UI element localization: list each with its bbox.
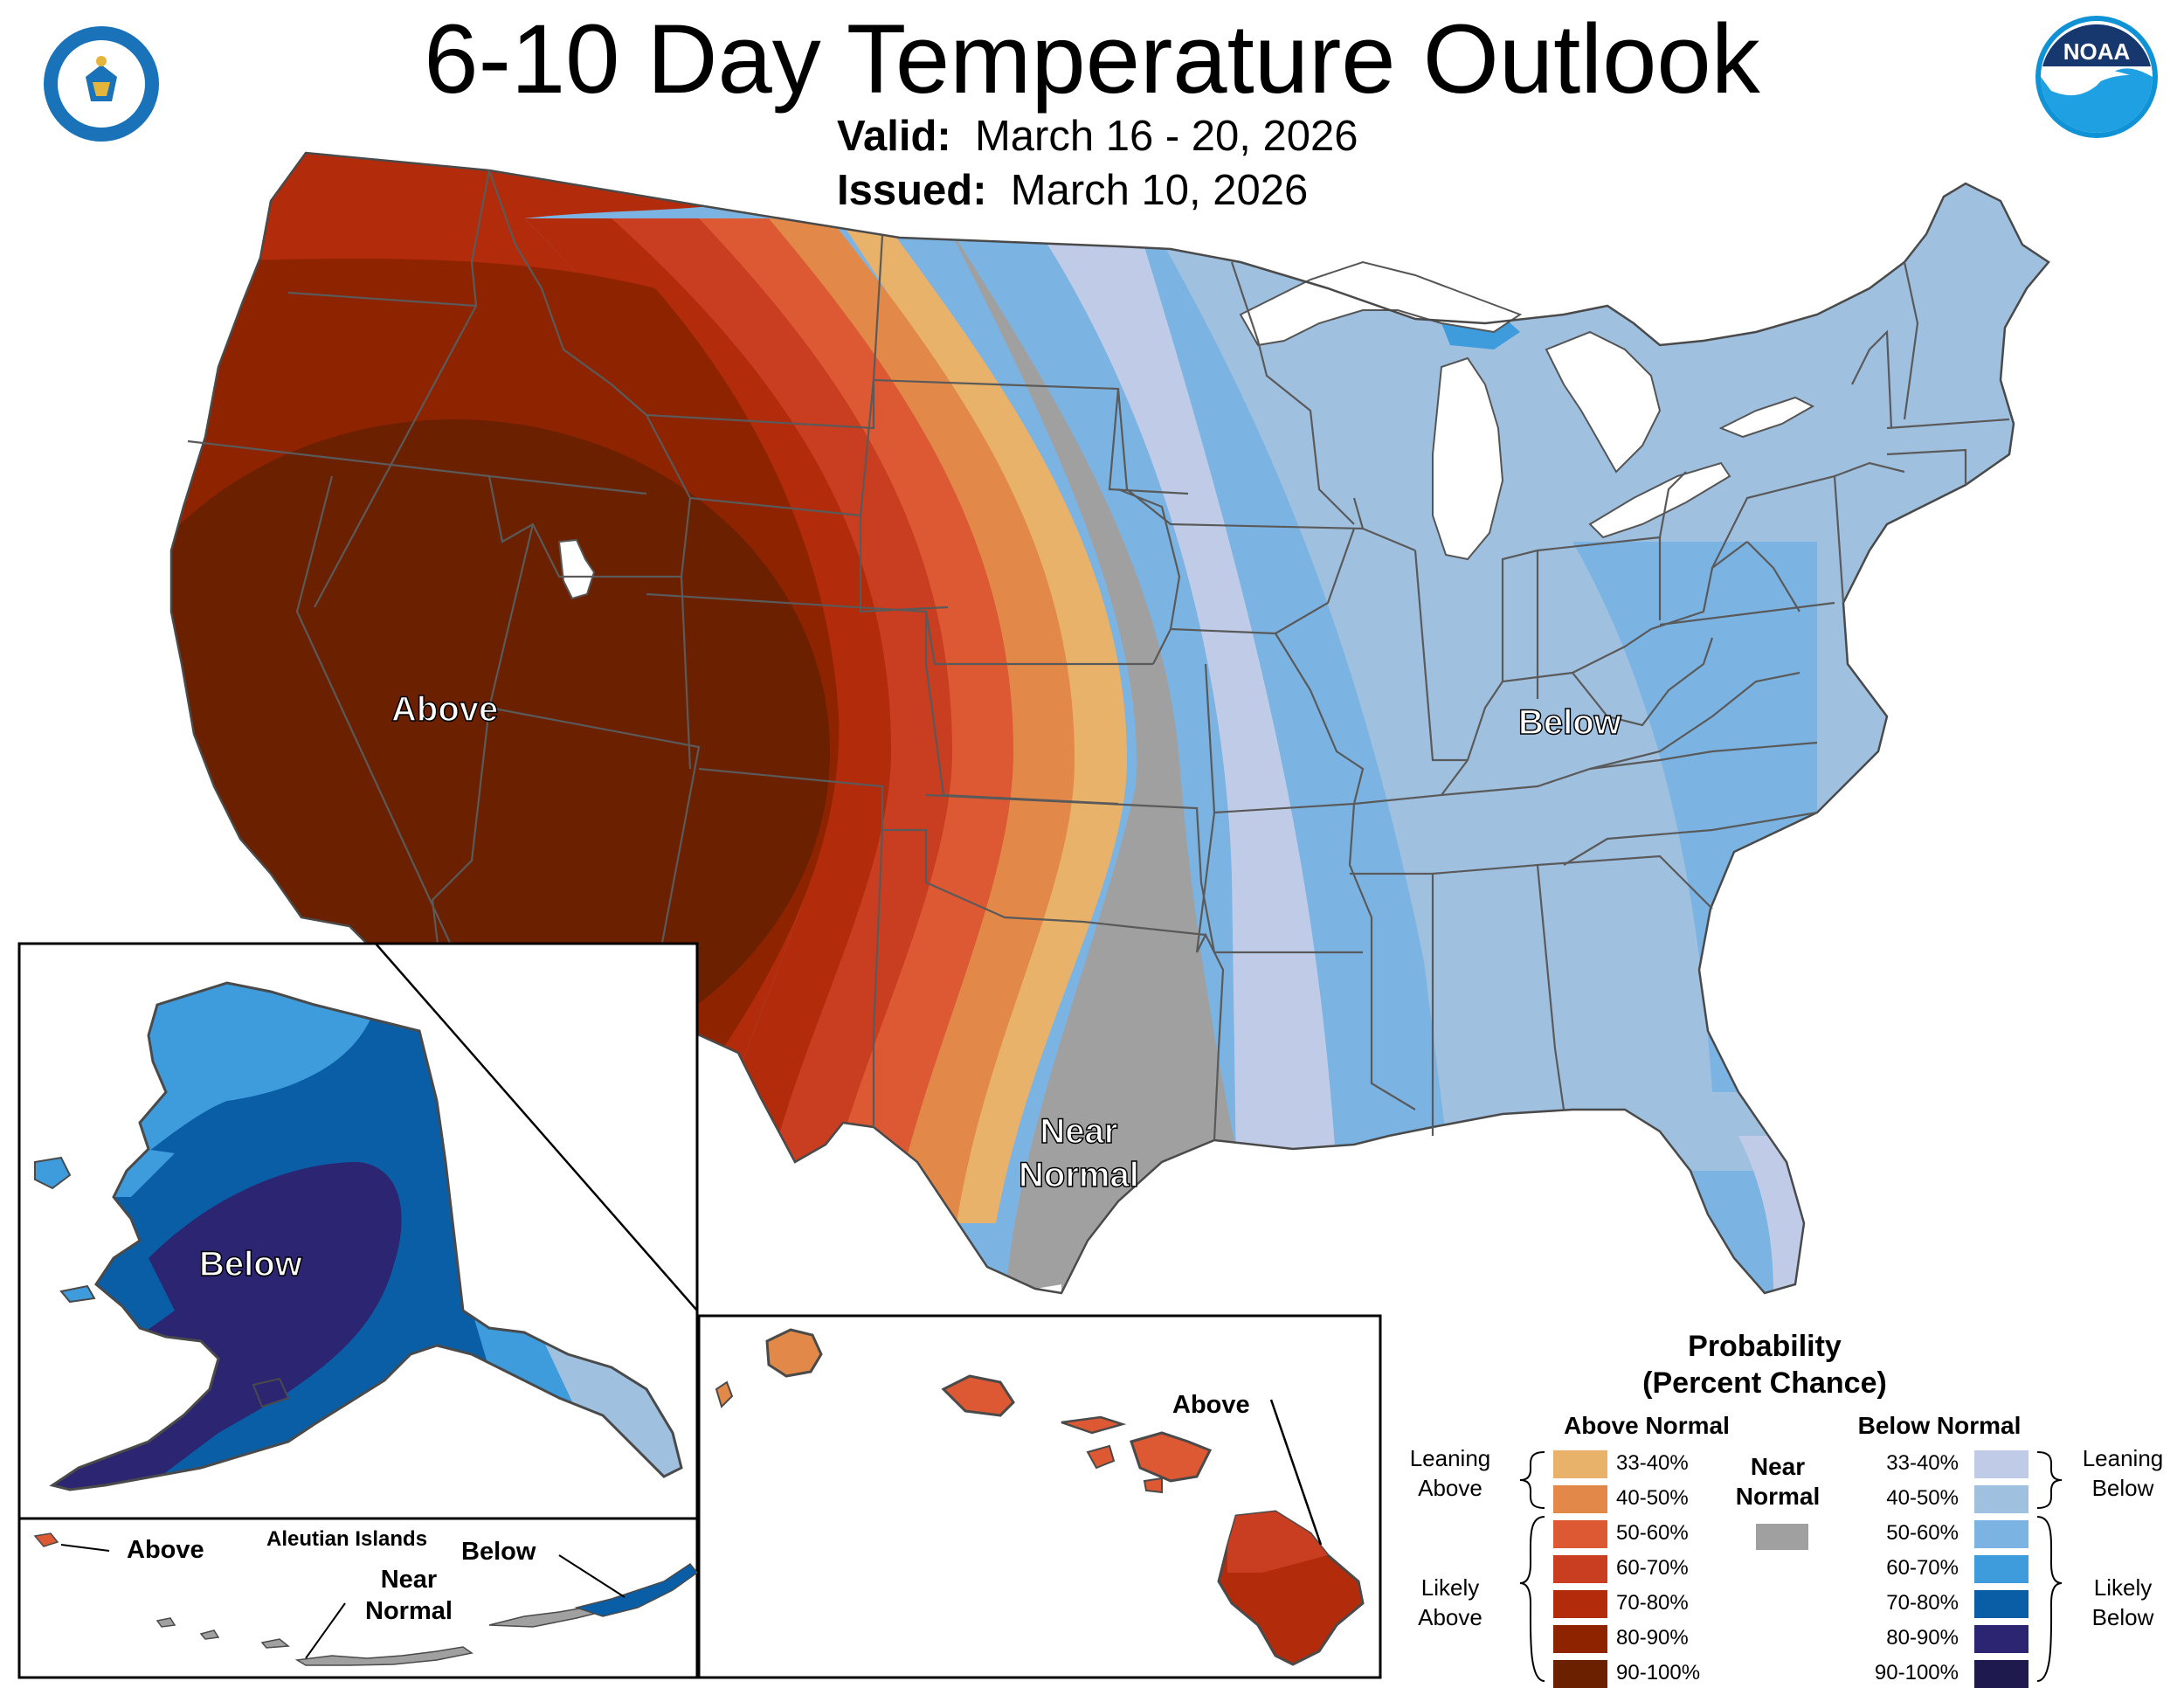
legend-above-label-2: 50-60% (1616, 1521, 1689, 1545)
legend-near-normal: Near Normal (1730, 1452, 1826, 1512)
legend-above-label-6: 90-100% (1616, 1661, 1701, 1685)
noaa-logo: NOAA (2035, 16, 2158, 138)
likely-below-line1: Likely (2093, 1574, 2153, 1601)
commerce-seal-logo (44, 26, 159, 142)
legend-below-swatch-2 (1974, 1520, 2028, 1548)
legend-below-swatch-1 (1974, 1485, 2028, 1513)
page-title: 6-10 Day Temperature Outlook (424, 4, 1760, 114)
legend-likely-below: Likely Below (2070, 1573, 2175, 1632)
legend-above-label-0: 33-40% (1616, 1451, 1689, 1475)
legend-below-label-0: 33-40% (1886, 1451, 1959, 1475)
label-alaska-below: Below (198, 1244, 302, 1284)
legend-above-label-3: 60-70% (1616, 1556, 1689, 1580)
legend-near-line2: Normal (1735, 1483, 1821, 1510)
label-hawaii-above: Above (1172, 1391, 1250, 1419)
likely-below-line2: Below (2091, 1604, 2154, 1630)
label-aleutian-title: Aleutian Islands (266, 1527, 428, 1551)
legend-below-label-6: 90-100% (1874, 1661, 1959, 1685)
legend-below-label-5: 80-90% (1886, 1626, 1959, 1650)
label-aleutian-near-normal: Near Normal (365, 1564, 453, 1627)
legend-below-swatch-5 (1974, 1625, 2028, 1653)
legend-above-swatch-3 (1553, 1555, 1607, 1583)
legend-title-line2: (Percent Chance) (1642, 1366, 1887, 1400)
leaning-above-line1: Leaning (1409, 1445, 1491, 1471)
aleutian-near-line2: Normal (365, 1597, 453, 1625)
legend-above-swatch-0 (1553, 1450, 1607, 1478)
probability-legend: Probability (Percent Chance) Above Norma… (1398, 1311, 2184, 1688)
legend-braces (1519, 1451, 2063, 1682)
legend-above-swatch-5 (1553, 1625, 1607, 1653)
legend-leaning-below: Leaning Below (2070, 1443, 2175, 1503)
legend-below-swatch-6 (1974, 1660, 2028, 1688)
valid-label: Valid: (837, 113, 951, 160)
legend-above-swatch-1 (1553, 1485, 1607, 1513)
great-lakes (557, 260, 1815, 600)
legend-above-label-5: 80-90% (1616, 1626, 1689, 1650)
leaning-above-line2: Above (1418, 1475, 1482, 1501)
legend-title-line1: Probability (1688, 1330, 1842, 1363)
legend-near-line1: Near (1750, 1453, 1806, 1480)
legend-below-header: Below Normal (1857, 1412, 2022, 1439)
legend-above-swatch-6 (1553, 1660, 1607, 1688)
valid-dates: March 16 - 20, 2026 (974, 113, 1358, 160)
state-lines (187, 169, 2010, 1141)
label-aleutian-above: Above (127, 1536, 204, 1564)
valid-line: Valid: March 16 - 20, 2026 (837, 112, 1358, 161)
label-aleutian-below: Below (461, 1538, 536, 1566)
legend-above-header: Above Normal (1564, 1412, 1730, 1439)
near-label-line1: Near (1040, 1111, 1118, 1152)
legend-below-label-4: 70-80% (1886, 1591, 1959, 1615)
likely-above-line2: Above (1418, 1604, 1482, 1630)
issued-label: Issued: (837, 167, 987, 214)
legend-title: Probability (Percent Chance) (1590, 1328, 1939, 1401)
aleutian-near-line1: Near (380, 1566, 438, 1594)
aleutian-inset (17, 1517, 699, 1679)
legend-below-label-3: 60-70% (1886, 1556, 1959, 1580)
label-conus-below: Below (1517, 702, 1621, 743)
legend-below-swatch-4 (1974, 1590, 2028, 1618)
legend-above-label-1: 40-50% (1616, 1486, 1689, 1510)
leaning-below-line2: Below (2091, 1475, 2154, 1501)
legend-below-label-1: 40-50% (1886, 1486, 1959, 1510)
legend-above-swatch-4 (1553, 1590, 1607, 1618)
near-label-line2: Normal (1018, 1155, 1139, 1195)
legend-near-normal-swatch (1756, 1524, 1808, 1550)
likely-above-line1: Likely (1420, 1574, 1480, 1601)
legend-below-swatch-0 (1974, 1450, 2028, 1478)
legend-likely-above: Likely Above (1398, 1573, 1503, 1632)
legend-below-swatch-3 (1974, 1555, 2028, 1583)
noaa-logo-text: NOAA (2063, 38, 2131, 65)
legend-below-label-2: 50-60% (1886, 1521, 1959, 1545)
label-conus-near-normal: Near Normal (1018, 1110, 1139, 1197)
label-conus-above: Above (390, 689, 499, 730)
leaning-below-line1: Leaning (2082, 1445, 2164, 1471)
legend-leaning-above: Leaning Above (1398, 1443, 1503, 1503)
hawaii-inset (697, 1314, 1382, 1679)
issued-line: Issued: March 10, 2026 (837, 166, 1308, 215)
legend-above-label-4: 70-80% (1616, 1591, 1689, 1615)
issued-date: March 10, 2026 (1010, 167, 1309, 214)
alaska-inset (17, 942, 699, 1520)
legend-above-swatch-2 (1553, 1520, 1607, 1548)
